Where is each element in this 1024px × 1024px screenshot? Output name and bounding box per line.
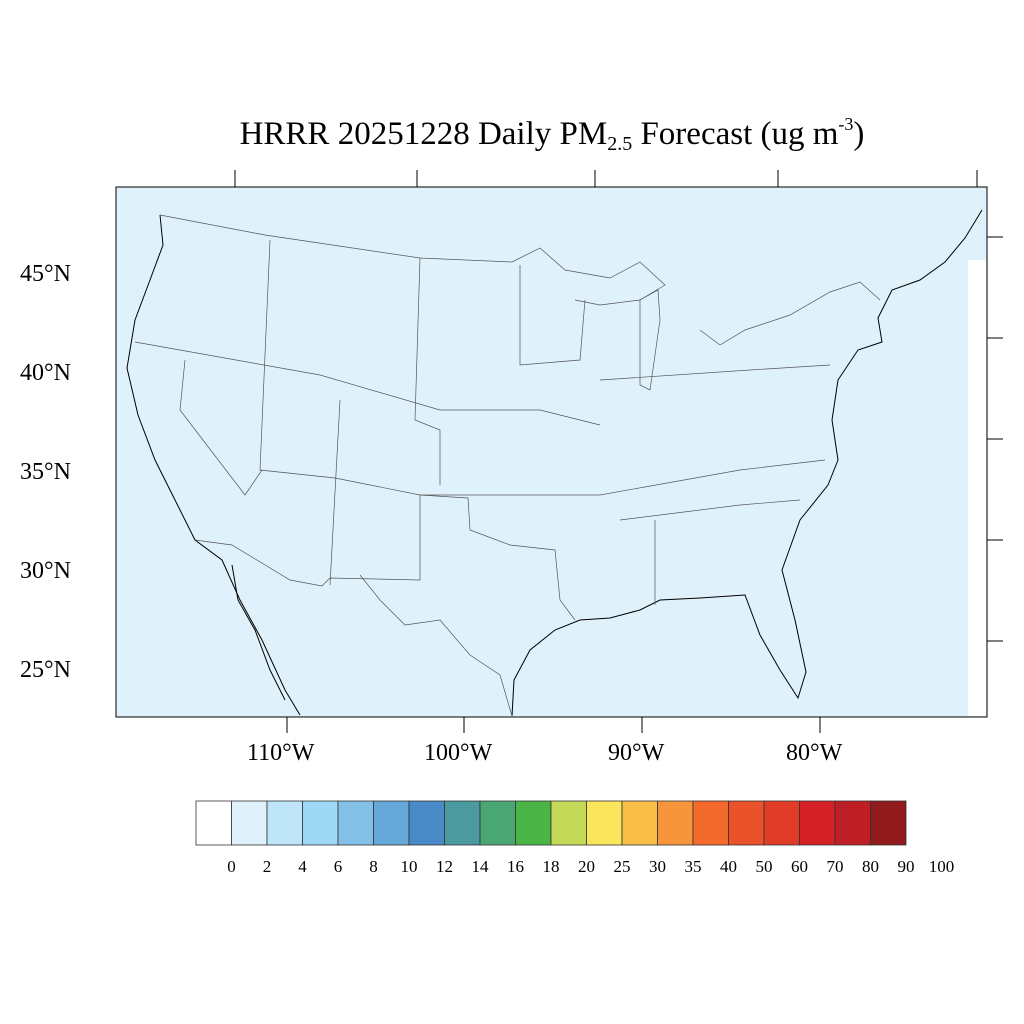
- colorbar-label: 12: [436, 857, 453, 876]
- lon-label: 100°W: [424, 740, 493, 766]
- lat-label: 35°N: [20, 459, 71, 485]
- colorbar-box: [657, 800, 694, 846]
- colorbar-box: [728, 800, 765, 846]
- colorbar-box: [515, 800, 552, 846]
- colorbar-label: 40: [720, 857, 737, 876]
- colorbar-box: [444, 800, 481, 846]
- colorbar-box: [408, 800, 445, 846]
- colorbar-box: [799, 800, 836, 846]
- colorbar-box: [302, 800, 339, 846]
- colorbar-label: 100: [928, 857, 955, 876]
- lat-label: 30°N: [20, 558, 71, 584]
- colorbar-label: 30: [649, 857, 666, 876]
- colorbar-label: 80: [862, 857, 879, 876]
- colorbar-box: [692, 800, 729, 846]
- colorbar-box: [834, 800, 871, 846]
- colorbar: [195, 800, 907, 846]
- colorbar-label: 4: [298, 857, 307, 876]
- colorbar-label: 10: [400, 857, 418, 876]
- colorbar-box: [479, 800, 516, 846]
- map-frame: [115, 186, 988, 718]
- colorbar-label: 90: [897, 857, 915, 876]
- lon-label: 90°W: [608, 740, 665, 766]
- colorbar-label: 16: [507, 857, 524, 876]
- colorbar-box: [266, 800, 303, 846]
- colorbar-box: [586, 800, 623, 846]
- colorbar-label: 25: [613, 857, 631, 876]
- coastlines: [126, 209, 983, 717]
- colorbar-label: 2: [262, 857, 272, 876]
- colorbar-box: [550, 800, 587, 846]
- colorbar-label: 35: [684, 857, 702, 876]
- colorbar-box: [373, 800, 410, 846]
- borders: [134, 214, 881, 717]
- lat-label: 45°N: [20, 261, 71, 287]
- colorbar-label: 60: [791, 857, 808, 876]
- colorbar-label: 70: [826, 857, 844, 876]
- colorbar-label: 6: [333, 857, 343, 876]
- lat-label: 40°N: [20, 360, 71, 386]
- colorbar-box: [621, 800, 658, 846]
- colorbar-box: [231, 800, 268, 846]
- map-title: HRRR 20251228 Daily PM2.5 Forecast (ug m…: [239, 114, 865, 155]
- colorbar-label: 18: [542, 857, 560, 876]
- colorbar-label: 8: [369, 857, 378, 876]
- colorbar-box: [195, 800, 232, 846]
- lat-label: 25°N: [20, 657, 71, 683]
- colorbar-label: 20: [578, 857, 595, 876]
- lon-label: 110°W: [247, 740, 315, 766]
- colorbar-label: 50: [755, 857, 773, 876]
- colorbar-box: [870, 800, 907, 846]
- map-background: [116, 187, 987, 717]
- colorbar-label: 0: [227, 857, 236, 876]
- colorbar-box: [763, 800, 800, 846]
- axis-ticks: [234, 170, 1003, 733]
- colorbar-label: 14: [471, 857, 489, 876]
- no-data-strip: [968, 260, 986, 716]
- lon-label: 80°W: [786, 740, 843, 766]
- colorbar-box: [337, 800, 374, 846]
